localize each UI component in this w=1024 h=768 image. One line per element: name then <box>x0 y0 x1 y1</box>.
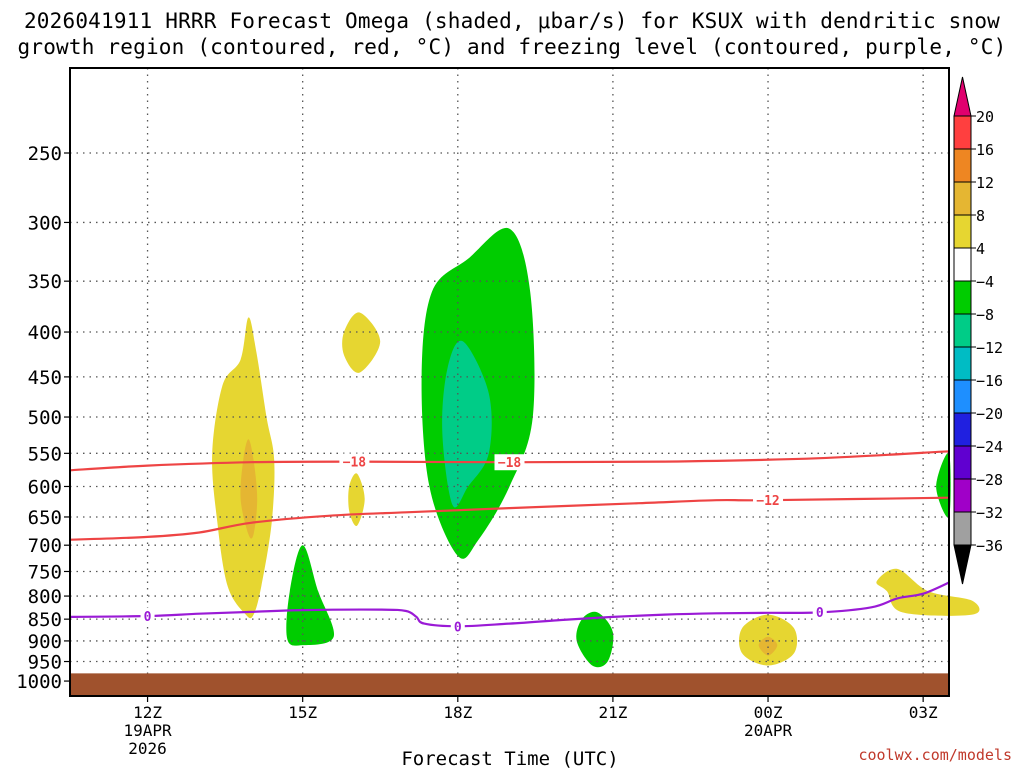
dgz-minus-18-label-0: −18 <box>343 456 367 471</box>
chart-title-line-1: 2026041911 HRRR Forecast Omega (shaded, … <box>23 9 1001 33</box>
y-tick-label-850: 850 <box>28 609 62 631</box>
y-tick-label-950: 950 <box>28 652 62 674</box>
contour-layer: −18 −18 −12 0 0 0 <box>69 450 950 635</box>
freezing-level-0-label-1: 0 <box>454 620 462 635</box>
chart-title: 2026041911 HRRR Forecast Omega (shaded, … <box>0 8 1024 60</box>
x-tick-label-12Z: 12Z <box>133 703 162 722</box>
y-tick-label-400: 400 <box>28 322 62 344</box>
colorbar-segment-10 <box>953 412 972 447</box>
colorbar-segment-7 <box>953 313 972 348</box>
freezing-level-0-line <box>69 581 950 628</box>
colorbar-segment-3 <box>953 181 972 216</box>
colorbar-label-6: −8 <box>976 306 994 324</box>
colorbar-label-13: −36 <box>976 537 1003 555</box>
y-tick-label-500: 500 <box>28 407 62 429</box>
omega-region-7 <box>576 611 614 668</box>
colorbar-label-9: −20 <box>976 405 1003 423</box>
credit-text[interactable]: coolwx.com/models <box>858 746 1012 764</box>
y-tick-label-300: 300 <box>28 212 62 234</box>
dgz-minus-18-label-1: −18 <box>498 456 522 471</box>
x-tick-label-21Z: 21Z <box>598 703 627 722</box>
plot-frame <box>69 67 950 697</box>
x-tick-date-12Z: 19APR <box>123 721 172 740</box>
dgz-minus-18-label-bg-0 <box>339 453 370 470</box>
colorbar-label-7: −12 <box>976 339 1003 357</box>
omega-region-3 <box>348 473 365 526</box>
dgz-minus-18-line <box>69 450 950 472</box>
x-tick-label-03Z: 03Z <box>909 703 938 722</box>
y-tick-label-900: 900 <box>28 631 62 653</box>
freezing-level-0-label-bg-0 <box>140 608 155 625</box>
grid-layer <box>70 68 949 696</box>
freezing-level-0-label-0: 0 <box>144 610 152 625</box>
y-tick-label-600: 600 <box>28 476 62 498</box>
colorbar-segment-11 <box>953 445 972 480</box>
colorbar-segment-5 <box>953 247 972 282</box>
y-tick-label-700: 700 <box>28 535 62 557</box>
chart-title-line-2: growth region (contoured, red, °C) and f… <box>17 35 1007 59</box>
x-tick-year-12Z: 2026 <box>128 739 167 758</box>
dgz-minus-12-label-bg-0 <box>753 492 784 509</box>
freezing-level-0-label-bg-2 <box>812 603 827 620</box>
y-axis: 2503003504004505005506006507007508008509… <box>16 143 70 693</box>
y-tick-label-750: 750 <box>28 561 62 583</box>
colorbar-label-10: −24 <box>976 438 1003 456</box>
colorbar-segment-2 <box>953 148 972 183</box>
colorbar-top-triangle <box>953 76 972 117</box>
freezing-level-0-label-bg-1 <box>450 618 465 635</box>
colorbar-segment-1 <box>953 115 972 150</box>
colorbar-label-12: −32 <box>976 504 1003 522</box>
y-tick-label-1000: 1000 <box>16 671 62 693</box>
colorbar-segment-6 <box>953 280 972 315</box>
omega-region-6 <box>442 340 492 508</box>
omega-region-1 <box>240 439 258 539</box>
colorbar: 20 16 12 8 4 −4 −8 −12 −16 −20 −24 −28 −32 −36 <box>953 76 1003 585</box>
x-tick-date-00Z: 20APR <box>744 721 793 740</box>
colorbar-segment-12 <box>953 478 972 513</box>
colorbar-label-5: −4 <box>976 273 994 291</box>
colorbar-label-1: 16 <box>976 141 994 159</box>
dgz-minus-12-line <box>69 496 950 541</box>
colorbar-segment-8 <box>953 346 972 381</box>
x-tick-label-18Z: 18Z <box>443 703 472 722</box>
ground-fill <box>70 673 949 696</box>
omega-region-2 <box>342 312 381 373</box>
dgz-minus-12-label-0: −12 <box>756 494 779 509</box>
y-tick-label-350: 350 <box>28 271 62 293</box>
y-tick-label-650: 650 <box>28 507 62 529</box>
colorbar-label-3: 8 <box>976 207 985 225</box>
colorbar-label-4: 4 <box>976 240 985 258</box>
colorbar-bottom-triangle <box>953 544 972 585</box>
colorbar-segment-9 <box>953 379 972 414</box>
colorbar-segment-13 <box>953 511 972 546</box>
dgz-minus-18-label-bg-1 <box>494 454 525 471</box>
colorbar-label-11: −28 <box>976 471 1003 489</box>
y-tick-label-800: 800 <box>28 586 62 608</box>
y-tick-label-250: 250 <box>28 143 62 165</box>
y-tick-label-450: 450 <box>28 367 62 389</box>
colorbar-label-8: −16 <box>976 372 1003 390</box>
colorbar-label-0: 20 <box>976 108 994 126</box>
colorbar-segment-4 <box>953 214 972 249</box>
colorbar-label-2: 12 <box>976 174 994 192</box>
omega-region-8 <box>936 452 951 518</box>
freezing-level-0-label-2: 0 <box>816 606 824 621</box>
ground-layer <box>70 673 949 696</box>
y-tick-label-550: 550 <box>28 443 62 465</box>
x-tick-label-00Z: 00Z <box>754 703 783 722</box>
omega-region-4 <box>286 545 335 646</box>
x-tick-label-15Z: 15Z <box>288 703 317 722</box>
x-axis-label: Forecast Time (UTC) <box>401 748 618 768</box>
